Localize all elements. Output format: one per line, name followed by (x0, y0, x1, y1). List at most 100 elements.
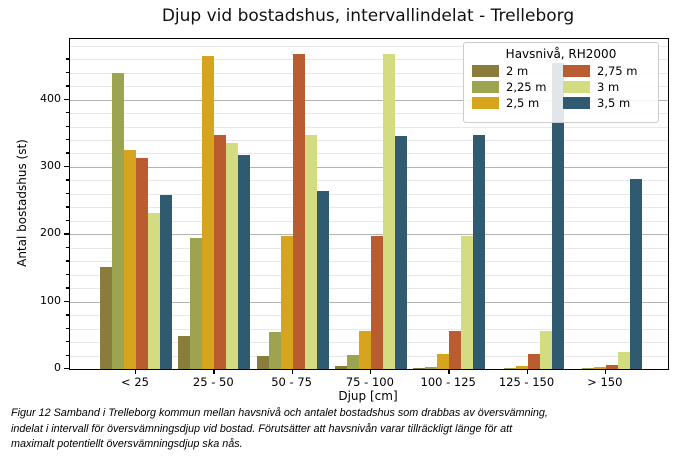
legend-entry: 2,25 m (472, 80, 559, 94)
major-gridline (70, 99, 668, 101)
x-tick-label: 75 - 100 (345, 375, 394, 389)
legend-swatch-icon (563, 81, 590, 93)
minor-gridline (70, 315, 668, 317)
major-gridline (70, 166, 668, 168)
bar-35m-4 (473, 134, 486, 369)
legend-title: Havsnivå, RH2000 (505, 47, 617, 61)
legend-entry: 2 m (472, 64, 559, 78)
y-tick (66, 327, 69, 329)
bar-3m-1 (226, 143, 239, 369)
minor-gridline (70, 220, 668, 222)
major-gridline (70, 301, 668, 303)
major-gridline (70, 234, 668, 236)
bar-35m-0 (160, 194, 172, 369)
legend-entry-label: 3 m (597, 80, 620, 94)
minor-gridline (70, 45, 668, 47)
minor-gridline (70, 59, 668, 61)
y-tick (66, 112, 69, 114)
y-tick (64, 165, 69, 168)
legend-entry-label: 3,5 m (597, 96, 631, 110)
minor-gridline (70, 86, 668, 88)
bar-3m-0 (148, 212, 160, 369)
bar-35m-2 (316, 190, 329, 369)
legend-entry-label: 2,75 m (597, 64, 638, 78)
x-tick (448, 369, 450, 374)
caption-line: Figur 12 Samband i Trelleborg kommun mel… (11, 407, 548, 419)
bar-225m-4 (425, 366, 438, 369)
bar-275m-5 (527, 353, 540, 369)
bar-25m-5 (515, 366, 528, 369)
legend-box: Havsnivå, RH2000 2 m 2,25 m 2,5 m 2,75 m… (463, 42, 659, 123)
x-tick-label: 25 - 50 (192, 375, 234, 389)
y-tick (66, 273, 69, 276)
bar-275m-4 (449, 330, 462, 369)
legend-entry-label: 2 m (506, 64, 529, 78)
y-tick-label: 300 (40, 158, 61, 172)
bar-25m-6 (593, 366, 606, 369)
legend-swatch-icon (563, 97, 590, 109)
y-tick (66, 125, 69, 127)
minor-gridline (70, 193, 668, 195)
minor-gridline (70, 328, 668, 330)
bar-25m-0 (124, 150, 136, 369)
bar-25m-1 (202, 55, 215, 369)
bar-25m-3 (358, 330, 371, 369)
bar-35m-3 (394, 135, 407, 369)
y-tick (66, 219, 69, 222)
x-tick (369, 369, 372, 374)
x-tick (213, 369, 215, 374)
y-tick (64, 233, 69, 235)
legend-swatch-icon (472, 65, 499, 77)
minor-gridline (70, 72, 668, 74)
bar-225m-5 (503, 367, 516, 369)
bar-3m-5 (539, 330, 552, 369)
chart-title: Djup vid bostadshus, intervallindelat - … (161, 6, 575, 26)
caption-line: indelat i intervall för översvämningsdju… (11, 422, 513, 435)
bar-275m-6 (605, 364, 618, 369)
minor-gridline (70, 126, 668, 128)
bar-3m-4 (461, 235, 474, 369)
x-tick (135, 369, 137, 374)
y-tick-label: 200 (40, 226, 61, 240)
bar-275m-3 (370, 235, 383, 369)
x-axis-label: Djup [cm] (338, 389, 398, 403)
bar-35m-5 (551, 62, 564, 369)
y-tick-label: 0 (54, 361, 61, 374)
y-tick-label: 100 (40, 293, 61, 307)
x-tick-label: < 25 (121, 375, 149, 389)
bar-3m-6 (617, 351, 630, 369)
x-tick (291, 369, 293, 374)
bar-25m-4 (437, 353, 450, 369)
bar-225m-0 (112, 72, 124, 369)
minor-gridline (70, 261, 668, 263)
y-axis-label: Antal bostadshus (st) (15, 139, 29, 267)
bar-225m-6 (581, 368, 594, 369)
y-tick (64, 368, 69, 370)
minor-gridline (70, 153, 668, 155)
y-tick (66, 260, 69, 262)
y-tick (66, 192, 69, 195)
legend-entry: 3 m (563, 80, 650, 94)
x-tick-label: 50 - 75 (271, 375, 312, 389)
caption-line: maximalt potentiellt översvämningsdjup s… (11, 438, 243, 450)
legend-swatch-icon (472, 97, 499, 109)
legend-entry-label: 2,5 m (506, 96, 540, 110)
bar-2m-1 (178, 336, 191, 369)
minor-gridline (70, 247, 668, 249)
x-tick (526, 369, 528, 374)
y-tick (64, 98, 69, 100)
y-tick (66, 314, 69, 316)
bar-3m-3 (382, 53, 395, 369)
bar-2m-4 (413, 368, 426, 369)
x-tick (604, 369, 607, 374)
bar-35m-1 (238, 154, 251, 369)
bar-225m-2 (268, 331, 281, 369)
y-tick (66, 354, 69, 356)
minor-gridline (70, 140, 668, 142)
y-tick-label: 400 (40, 91, 61, 105)
y-tick (66, 206, 69, 208)
legend-entries: 2 m 2,25 m 2,5 m 2,75 m 3 m 3,5 m (472, 64, 650, 110)
minor-gridline (70, 274, 668, 276)
y-tick (64, 300, 69, 303)
